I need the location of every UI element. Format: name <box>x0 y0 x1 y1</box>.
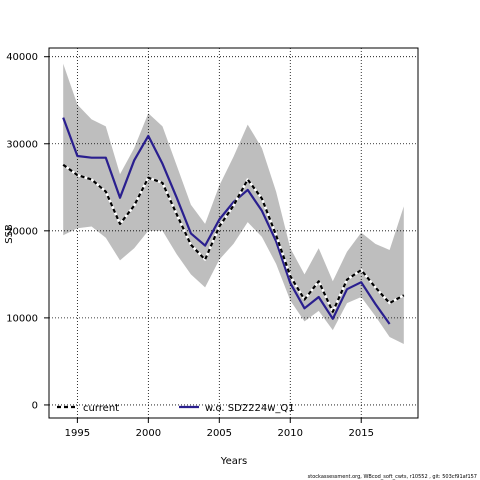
y-tick-label-30000: 30000 <box>6 139 38 150</box>
y-axis-title: SSB <box>4 224 15 244</box>
x-tick-label-2015: 2015 <box>349 428 374 439</box>
x-tick-label-1995: 1995 <box>65 428 90 439</box>
y-tick-label-0: 0 <box>32 400 38 411</box>
footnote: stockassessment.org, WBcod_soft_cwts, r1… <box>307 474 477 480</box>
legend-label-current: current <box>83 403 119 414</box>
x-tick-label-2000: 2000 <box>136 428 161 439</box>
series-line-current <box>62 163 405 313</box>
x-tick-label-2010: 2010 <box>278 428 303 439</box>
plot-frame <box>48 47 419 419</box>
axis-layer: 1995 2000 2005 2010 2015 0 10000 20000 30000 4000… <box>6 52 374 439</box>
x-tick-label-2005: 2005 <box>207 428 232 439</box>
y-tick-label-10000: 10000 <box>6 313 38 324</box>
series-line-w-o-sd2224w-q1 <box>62 117 391 325</box>
x-axis-title: Years <box>220 456 247 467</box>
legend: current w.o. SD2224w_Q1 <box>57 403 295 414</box>
y-tick-label-40000: 40000 <box>6 52 38 63</box>
series-layer <box>62 117 405 325</box>
y-tick-label-20000: 20000 <box>6 226 38 237</box>
legend-label-w-o-sd2224w-q1: w.o. SD2224w_Q1 <box>205 403 295 414</box>
